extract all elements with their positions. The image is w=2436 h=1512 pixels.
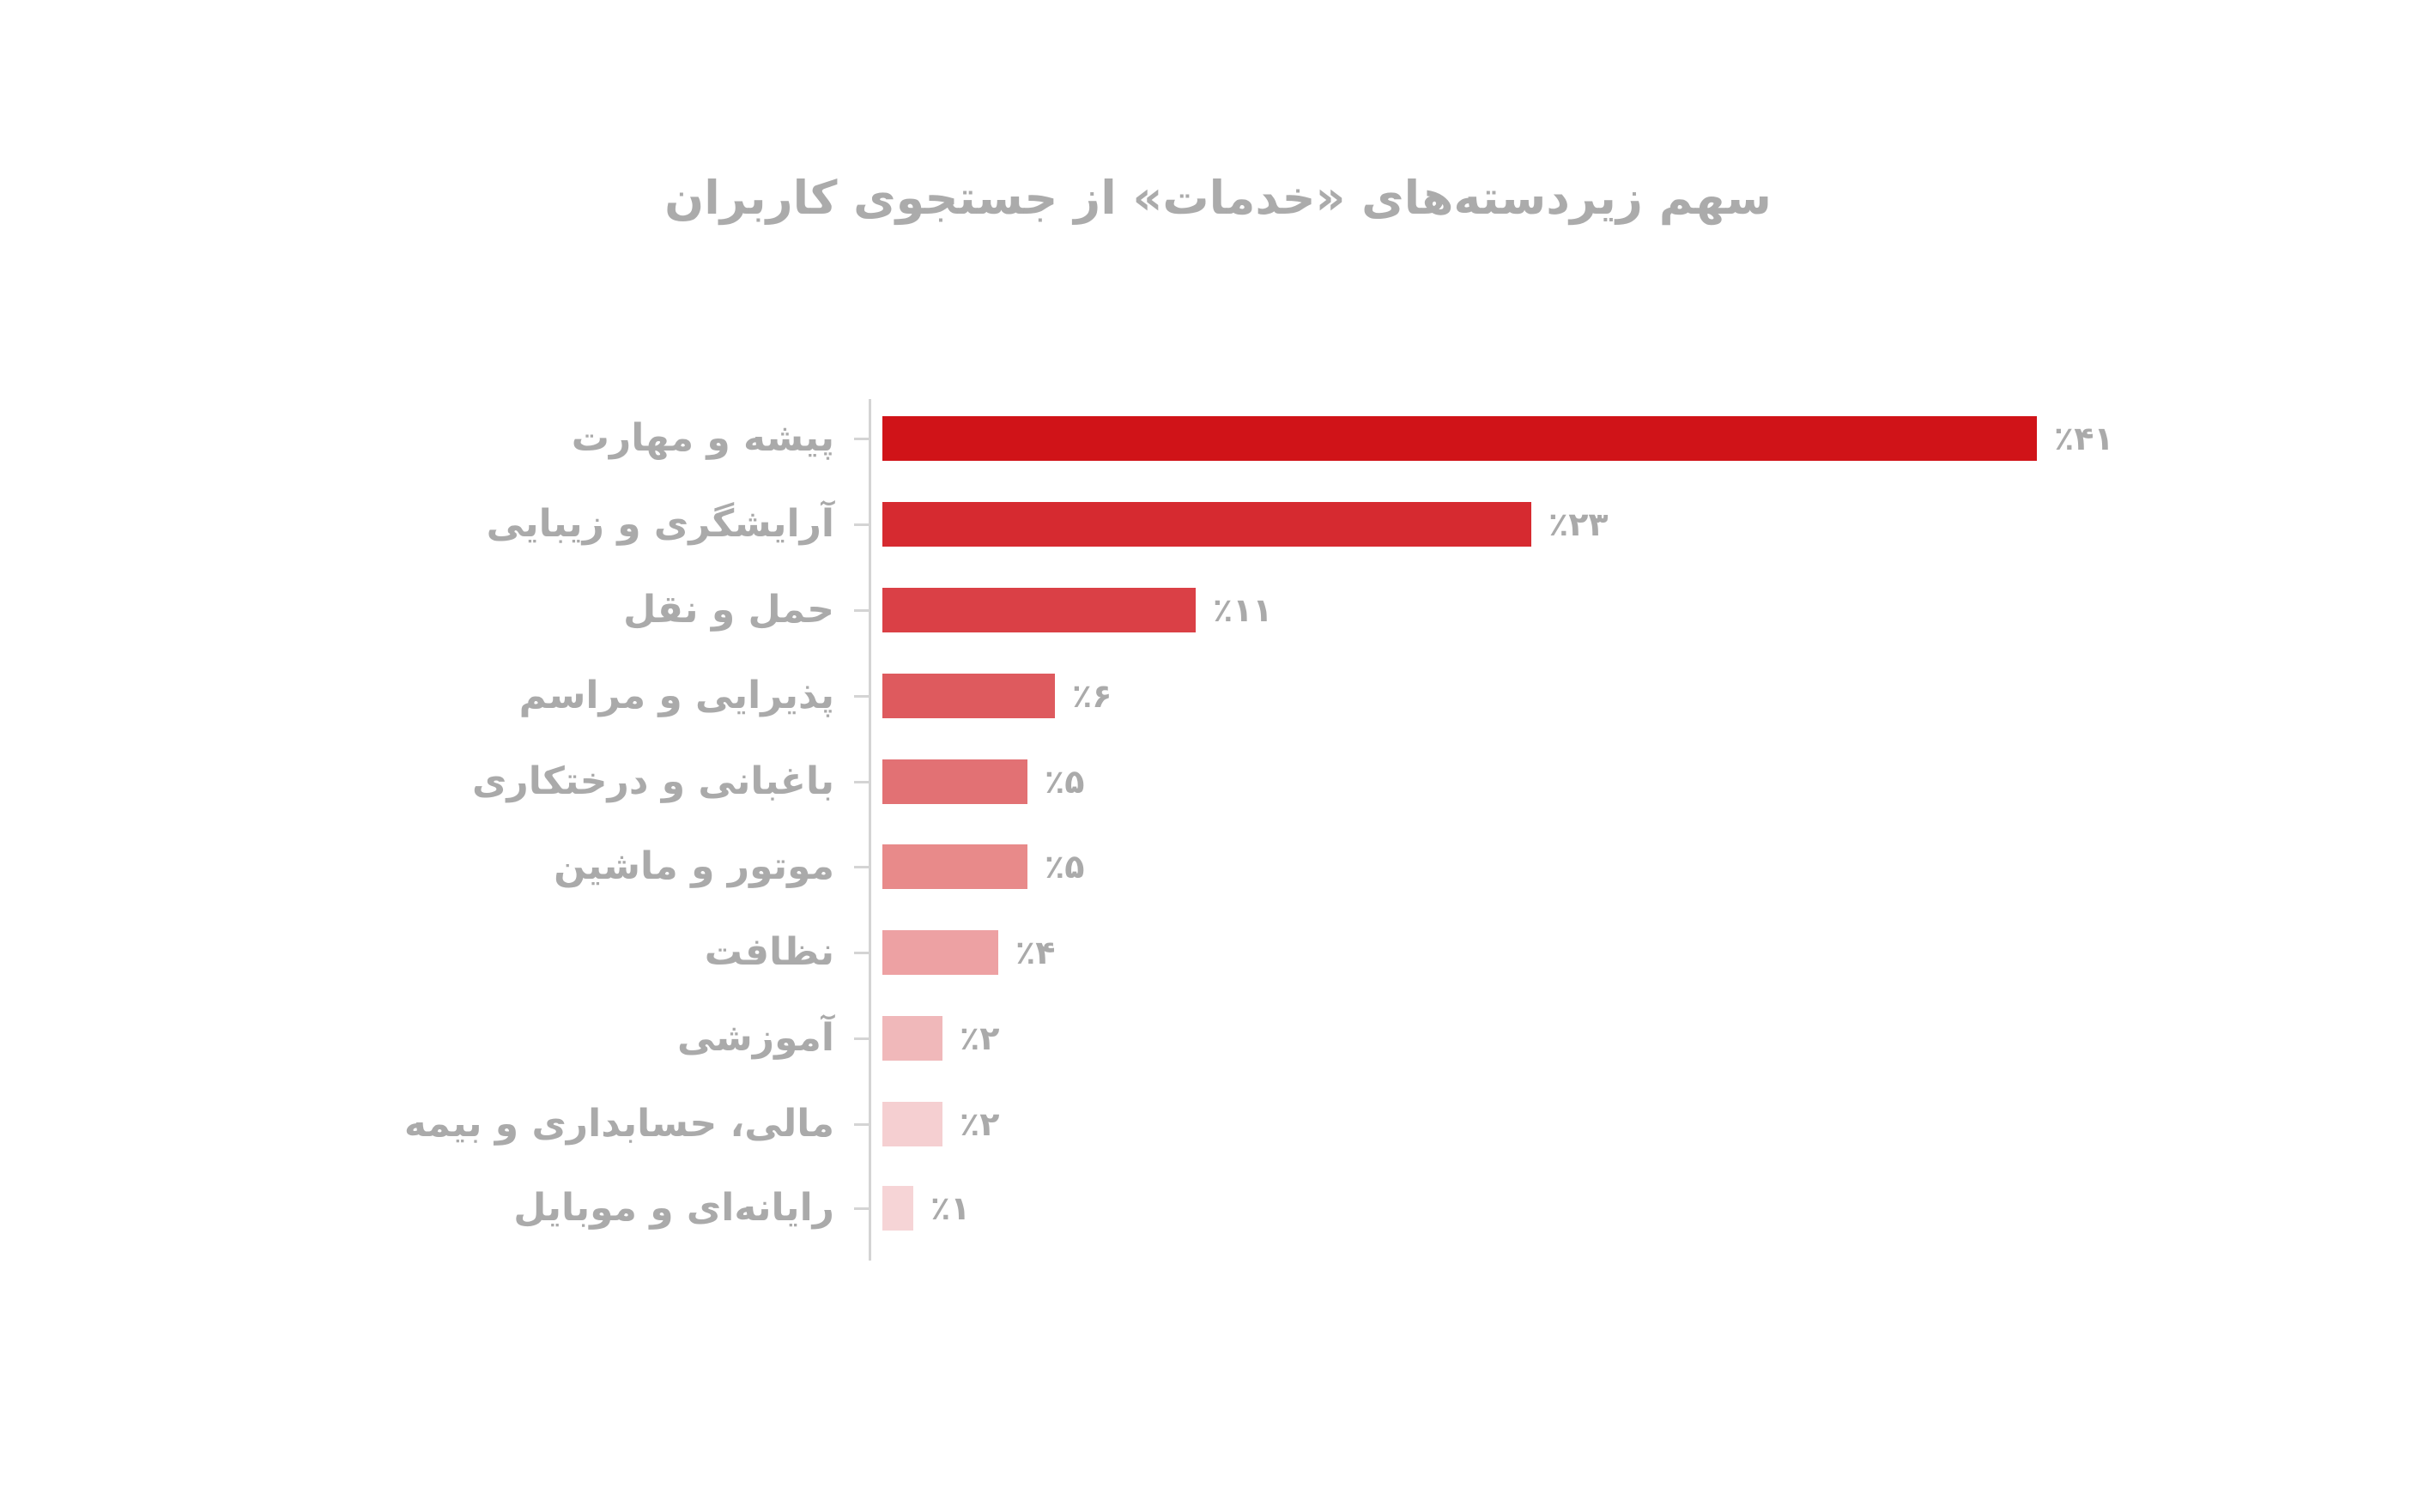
bar [882,1102,942,1146]
category-label: مالی، حسابداری و بیمه [403,1102,834,1146]
category-label: پذیرایی و مراسم [518,674,834,717]
bar-row: حمل و نقل ٪۱۱ [0,588,2436,632]
axis-tick [854,1037,870,1040]
category-label: رایانه‌ای و موبایل [513,1186,834,1230]
bar [882,759,1027,804]
value-label: ٪۴۱ [2054,420,2114,457]
axis-tick [854,866,870,868]
bar-row: موتور و ماشین ٪۵ [0,844,2436,889]
category-label: نظافت [704,930,834,974]
bar-row: مالی، حسابداری و بیمه ٪۲ [0,1102,2436,1146]
bar-row: آرایشگری و زیبایی ٪۲۳ [0,502,2436,547]
category-label: پیشه و مهارت [571,416,834,460]
bar [882,1016,942,1061]
bar [882,502,1531,547]
value-label: ٪۶ [1072,677,1112,715]
bar-row: رایانه‌ای و موبایل ٪۱ [0,1186,2436,1231]
bar-row: پیشه و مهارت ٪۴۱ [0,416,2436,461]
axis-tick [854,952,870,954]
category-label: باغبانی و درختکاری [472,759,834,803]
value-label: ٪۲ [960,1105,1000,1143]
axis-tick [854,609,870,612]
category-label: آرایشگری و زیبایی [486,502,834,546]
axis-tick [854,781,870,783]
bar [882,1186,913,1231]
value-label: ٪۵ [1045,763,1085,801]
bar-row: نظافت ٪۴ [0,930,2436,975]
axis-tick [854,438,870,440]
category-label: آموزشی [676,1016,834,1060]
value-label: ٪۱ [930,1189,971,1227]
bar-row: پذیرایی و مراسم ٪۶ [0,674,2436,718]
axis-tick [854,695,870,698]
value-label: ٪۲ [960,1019,1000,1057]
chart-title: سهم زیردسته‌های «خدمات» از جستجوی کاربرا… [664,171,1772,225]
value-label: ٪۵ [1045,848,1085,886]
y-axis-line [869,399,871,1261]
value-label: ٪۲۳ [1548,505,1609,543]
bar-row: آموزشی ٪۲ [0,1016,2436,1061]
category-label: موتور و ماشین [554,844,834,888]
bar [882,416,2037,461]
bar-row: باغبانی و درختکاری ٪۵ [0,759,2436,804]
bar [882,930,998,975]
bar [882,588,1196,632]
category-label: حمل و نقل [623,588,834,632]
axis-tick [854,1123,870,1126]
bar [882,844,1027,889]
bar [882,674,1055,718]
axis-tick [854,523,870,526]
axis-tick [854,1207,870,1210]
value-label: ٪۴ [1015,934,1056,971]
value-label: ٪۱۱ [1213,591,1273,629]
